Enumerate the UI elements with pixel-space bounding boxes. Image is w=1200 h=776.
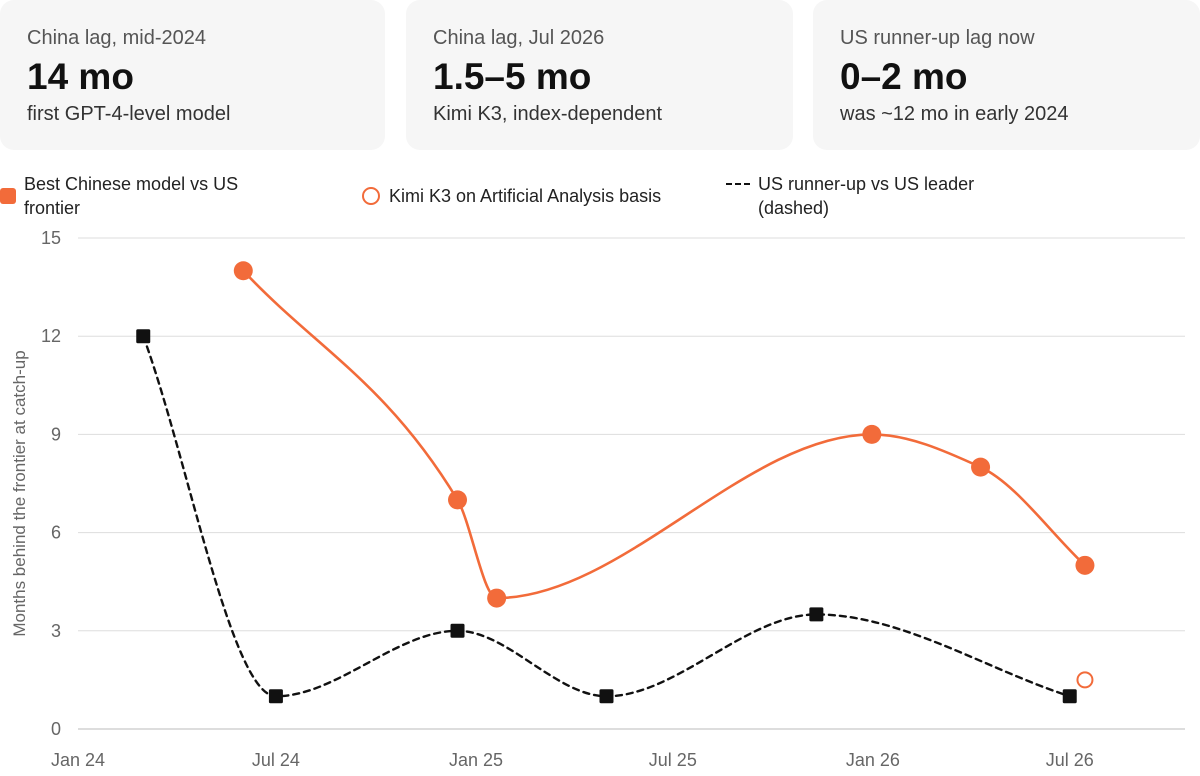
stat-card-china-mid-2024: China lag, mid-2024 14 mo first GPT-4-le… (0, 0, 385, 150)
x-tick-label: Jul 26 (1046, 750, 1094, 770)
legend-label-china-line2: frontier (24, 198, 81, 218)
y-tick-label: 6 (51, 523, 61, 543)
axes: 0 3 6 9 12 15 Jan 24 Jul 24 Jan 25 Jul 25 Jan 26 Ju… (10, 228, 1094, 770)
stat-card-note: Kimi K3, index-dependent (433, 103, 663, 125)
stat-card-note: was ~12 mo in early 2024 (840, 103, 1069, 125)
y-tick-label: 12 (41, 326, 61, 346)
legend-label-us-line2: (dashed) (758, 198, 830, 218)
series-line-1 (142, 335, 1071, 698)
data-point-square (1062, 689, 1077, 704)
x-tick-label: Jul 24 (252, 750, 300, 770)
stat-card-label: US runner-up lag now (840, 27, 1035, 49)
stat-card-label: China lag, mid-2024 (27, 27, 206, 49)
x-tick-label: Jan 26 (846, 750, 900, 770)
data-point-square (450, 623, 465, 638)
stat-card-us-runner-up: US runner-up lag now 0–2 mo was ~12 mo i… (813, 0, 1200, 150)
legend-label-us-line1: US runner-up vs US leader (758, 174, 975, 194)
data-point-square (268, 689, 283, 704)
series (142, 269, 1087, 698)
legend-item-us[interactable]: US runner-up vs US leader (dashed) (726, 172, 1048, 220)
data-point-square (136, 329, 151, 344)
y-tick-label: 3 (51, 621, 61, 641)
stat-card-value: 0–2 mo (840, 56, 968, 97)
y-axis-title: Months behind the frontier at catch-up (10, 350, 29, 636)
stat-card-note: first GPT-4-level model (27, 103, 231, 125)
stat-card-china-jul-2026: China lag, Jul 2026 1.5–5 mo Kimi K3, in… (406, 0, 793, 150)
y-tick-label: 0 (51, 719, 61, 739)
hollow-circle-icon (362, 187, 380, 205)
stat-card-value: 1.5–5 mo (433, 56, 592, 97)
y-tick-label: 9 (51, 424, 61, 444)
data-point-circle (487, 588, 507, 608)
legend-label-china-line1: Best Chinese model vs US (24, 174, 239, 194)
stat-cards: China lag, mid-2024 14 mo first GPT-4-le… (0, 0, 1200, 150)
data-point-circle (971, 457, 991, 477)
orange-square-icon (0, 188, 16, 204)
grid-lines (78, 237, 1185, 730)
markers (136, 261, 1095, 704)
dashed-line-icon (726, 183, 750, 185)
x-tick-label: Jan 24 (51, 750, 105, 770)
data-point-hollow-circle (1076, 671, 1094, 689)
data-point-circle (233, 261, 253, 281)
legend-item-kimi[interactable]: Kimi K3 on Artificial Analysis basis (362, 184, 729, 208)
x-tick-label: Jul 25 (649, 750, 697, 770)
stat-card-value: 14 mo (27, 56, 134, 97)
data-point-square (809, 607, 824, 622)
data-point-square (599, 689, 614, 704)
data-point-circle (448, 490, 468, 510)
y-tick-label: 15 (41, 228, 61, 248)
x-tick-label: Jan 25 (449, 750, 503, 770)
stat-card-label: China lag, Jul 2026 (433, 27, 605, 49)
data-point-circle (1075, 555, 1095, 575)
data-point-circle (862, 424, 882, 444)
legend-label-kimi: Kimi K3 on Artificial Analysis basis (389, 186, 662, 206)
legend-item-china[interactable]: Best Chinese model vs US frontier (0, 172, 324, 220)
